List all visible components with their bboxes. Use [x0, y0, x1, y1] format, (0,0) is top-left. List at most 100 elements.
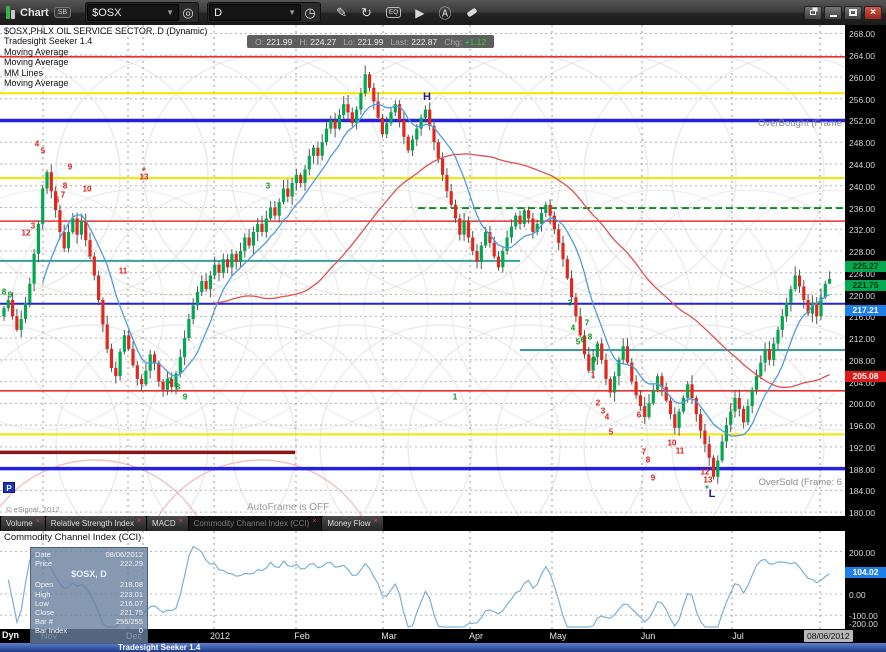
month-label: Mar [381, 631, 397, 641]
swing-count-label: 9 [67, 162, 73, 172]
chevron-down-icon[interactable]: ▼ [166, 8, 175, 17]
tab-relative-strength-index[interactable]: Relative Strength Index × [45, 516, 147, 531]
legend-study: Moving Average [4, 46, 69, 57]
price-tick-label: 232.00 [849, 225, 875, 236]
price-tick-label: 196.00 [849, 421, 875, 432]
swing-count-label: 5 [608, 427, 614, 437]
month-label: Jul [732, 631, 744, 641]
pencil-icon[interactable]: ✎ [336, 4, 347, 20]
cci-tick-label: -100.00 [849, 611, 878, 622]
swing-count-label: 5 [40, 146, 46, 156]
tab-label: Commodity Channel Index (CCI) [193, 519, 310, 528]
cci-axis[interactable]: 200.00 0.00 -100.00 -200.00 104.02 [845, 531, 886, 629]
oversold-label: OverSold (Frame: 6 [758, 477, 842, 488]
swing-count-label: 1 [590, 370, 596, 380]
price-tick-label: 244.00 [849, 160, 875, 170]
swing-count-label: 11 [118, 266, 128, 276]
price-tick-label: 260.00 [849, 72, 875, 83]
legend-study: Moving Average [4, 78, 69, 89]
swing-count-label: 8 [175, 382, 181, 392]
tab-commodity-channel-index-cci-[interactable]: Commodity Channel Index (CCI) × [188, 516, 322, 531]
month-label: 2012 [209, 631, 231, 641]
swing-count-label: + [141, 164, 147, 174]
status-text: Tradesight Seeker 1.4 [118, 643, 201, 652]
maximize-button[interactable] [844, 5, 862, 20]
cci-tick-label: 0.00 [849, 590, 866, 600]
price-tick-label: 224.00 [849, 268, 875, 279]
swing-count-label: 7 [60, 190, 66, 200]
swing-count-label: + [704, 482, 710, 492]
eraser-icon[interactable] [466, 7, 478, 18]
cci-title: Commodity Channel Index (CCI) [4, 532, 142, 543]
tooltip-row: Bar #255/255 [35, 617, 143, 627]
price-tick-label: 188.00 [849, 464, 875, 475]
legend-study: Moving Average [4, 57, 69, 68]
swing-count-label: 10 [667, 438, 677, 448]
session-label: Dyn [2, 630, 20, 640]
quote-bubble-icon[interactable]: EQ [385, 7, 402, 18]
chevron-down-icon[interactable]: ▼ [288, 8, 297, 17]
swing-count-label: 2 [595, 398, 601, 408]
cci-tick-label: 200.00 [849, 547, 875, 558]
swing-count-label: 6 [54, 195, 60, 205]
price-tick-label: 236.00 [849, 203, 875, 214]
close-icon[interactable]: × [312, 518, 317, 525]
data-window-tooltip: Date 08/06/2012 Price 222.29 $OSX, D Open 218.… [30, 547, 148, 644]
legend-symbol: $OSX,PHLX OIL SERVICE SECTOR, D (Dynamic… [4, 26, 208, 36]
swing-count-label: 12 [700, 467, 710, 477]
price-tick-label: 200.00 [849, 399, 875, 410]
close-button[interactable]: × [864, 5, 882, 20]
swing-count-label: 9 [182, 392, 188, 402]
price-tick-label: 192.00 [849, 442, 875, 453]
swing-count-label: 8 [62, 181, 68, 191]
symbol-input[interactable]: $OSX ▼ [87, 4, 180, 21]
price-badge: 225.27 [845, 260, 886, 272]
price-tick-label: 208.00 [849, 355, 875, 366]
swing-count-label: 8 [1, 287, 7, 297]
close-icon[interactable]: × [373, 518, 378, 525]
price-tick-label: 252.00 [849, 116, 875, 127]
close-icon[interactable]: × [35, 518, 40, 525]
overbought-label: OverBought (Frame [758, 118, 842, 129]
swing-count-label: 4 [604, 412, 610, 422]
candlestick-canvas[interactable] [0, 25, 845, 516]
main-chart-area[interactable]: $OSX,PHLX OIL SERVICE SECTOR, D (Dynamic… [0, 25, 845, 516]
swing-count-label: 9 [591, 355, 597, 365]
tooltip-row: Low 216.07 [35, 598, 143, 608]
swing-count-label: 3 [30, 221, 36, 231]
close-icon[interactable]: × [136, 518, 142, 525]
status-bar: Tradesight Seeker 1.4 [0, 643, 886, 652]
legend-study: Tradesight Seeker 1.4 [4, 36, 93, 47]
interval-select[interactable]: D ▼ [209, 4, 302, 21]
refresh-icon[interactable]: ↻ [360, 4, 372, 20]
close-icon[interactable]: × [178, 518, 183, 525]
swing-count-label: 12 [21, 228, 31, 238]
clock-icon[interactable]: ◷ [304, 4, 316, 20]
symbol-watermark: $OSX, D [71, 569, 107, 580]
price-tick-label: 180.00 [849, 508, 875, 519]
tab-label: Volume [6, 519, 33, 528]
price-tick-label: 248.00 [849, 138, 875, 149]
minimize-button[interactable] [824, 5, 842, 20]
cci-tick-label: -200.00 [849, 619, 878, 629]
month-label: Feb [294, 631, 310, 641]
tab-macd[interactable]: MACD × [147, 516, 188, 531]
auto-icon[interactable]: Ⓐ [438, 6, 452, 21]
popout-button[interactable] [804, 5, 822, 20]
swing-count-label: 8 [587, 332, 593, 342]
swing-count-label: 6 [636, 410, 642, 420]
tooltip-row: High 223.01 [35, 589, 143, 599]
play-icon[interactable]: ▶ [415, 5, 425, 20]
price-tick-label: 240.00 [849, 181, 875, 192]
swing-count-label: 5 [575, 337, 581, 347]
swing-count-label: 8 [645, 455, 651, 465]
price-axis[interactable]: 268.00 264.00 260.00 256.00 252.00 248.00 244.… [845, 25, 886, 519]
tooltip-row: Price 222.29 [35, 559, 143, 569]
tab-volume[interactable]: Volume × [1, 516, 45, 531]
symbol-lookup-icon[interactable]: ◎ [182, 4, 194, 20]
tooltip-row: Bar Index 0 [35, 626, 143, 636]
tab-money-flow[interactable]: Money Flow × [322, 516, 383, 531]
price-badge: 205.08 [845, 370, 886, 382]
swing-h-label: H [423, 91, 431, 103]
